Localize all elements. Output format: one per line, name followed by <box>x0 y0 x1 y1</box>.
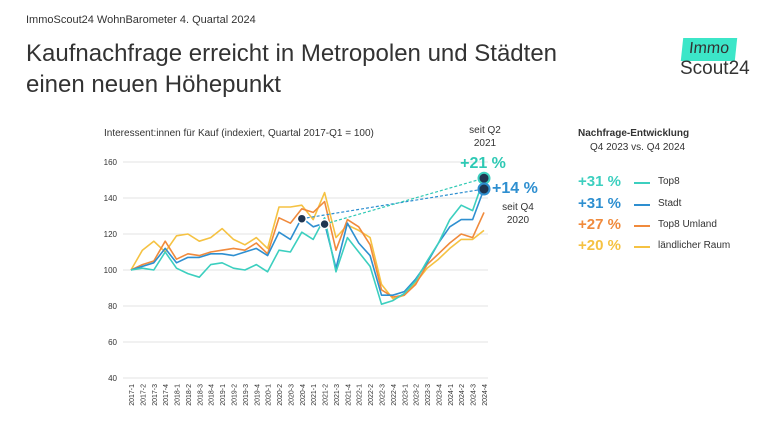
legend-swatch <box>634 225 650 227</box>
start-marker <box>296 213 308 224</box>
annotation-text: 2020 <box>507 215 530 226</box>
y-axis-label: Interessent:innen für Kauf (indexiert, Q… <box>104 128 374 139</box>
legend-swatch <box>634 246 650 248</box>
trend-connector <box>324 177 485 225</box>
page-title: Kaufnachfrage erreicht in Metropolen und… <box>26 40 558 98</box>
x-tick-label: 2019-2 <box>231 384 238 406</box>
legend-pct: +31 % <box>578 173 621 190</box>
x-tick-label: 2018-3 <box>197 384 204 406</box>
x-tick-label: 2023-2 <box>414 384 421 406</box>
x-tick-label: 2024-2 <box>459 384 466 406</box>
x-tick-label: 2020-3 <box>288 384 295 406</box>
annotation-text: seit Q2 <box>469 125 501 136</box>
y-tick-label: 60 <box>108 338 117 347</box>
x-tick-label: 2018-2 <box>186 384 193 406</box>
x-tick-label: 2023-3 <box>425 384 432 406</box>
x-tick-label: 2018-4 <box>209 384 216 406</box>
x-tick-label: 2017-1 <box>129 384 136 406</box>
x-tick-label: 2023-1 <box>402 384 409 406</box>
end-marker-top8 <box>477 171 491 185</box>
legend-pct: +31 % <box>578 195 621 212</box>
legend-title: Nachfrage-Entwicklung <box>578 128 690 139</box>
legend-swatch <box>634 204 650 206</box>
logo-scout24: Scout24 <box>680 58 750 79</box>
x-tick-label: 2017-2 <box>140 384 147 406</box>
x-tick-label: 2022-4 <box>391 384 398 406</box>
annotation-text: seit Q4 <box>502 202 534 213</box>
x-tick-label: 2020-1 <box>266 384 273 406</box>
x-tick-label: 2021-3 <box>334 384 341 406</box>
start-marker <box>319 218 330 230</box>
x-tick-label: 2017-4 <box>163 384 170 406</box>
x-tick-label: 2024-1 <box>448 384 455 406</box>
y-tick-label: 40 <box>108 374 117 383</box>
x-tick-label: 2019-4 <box>254 384 261 406</box>
annotation-value: +21 % <box>460 155 506 172</box>
x-tick-label: 2022-3 <box>380 384 387 406</box>
x-tick-label: 2021-2 <box>323 384 330 406</box>
x-tick-label: 2020-2 <box>277 384 284 406</box>
annotation-value: +14 % <box>492 180 538 197</box>
x-tick-label: 2017-3 <box>152 384 159 406</box>
series-line-ländlicher-raum <box>130 191 485 300</box>
x-tick-label: 2021-1 <box>311 384 318 406</box>
y-tick-label: 120 <box>104 230 118 239</box>
legend-pct: +27 % <box>578 216 621 233</box>
legend-pct: +20 % <box>578 237 621 254</box>
y-tick-label: 160 <box>104 158 118 167</box>
y-tick-label: 140 <box>104 194 118 203</box>
x-tick-label: 2020-4 <box>300 384 307 406</box>
x-tick-label: 2018-1 <box>175 384 182 406</box>
immoscout24-logo: Immo Scout24 <box>650 38 750 88</box>
x-tick-label: 2019-3 <box>243 384 250 406</box>
legend-swatch <box>634 182 650 184</box>
x-tick-label: 2019-1 <box>220 384 227 406</box>
annotation-text: 2021 <box>474 138 497 149</box>
legend-label: Top8 Umland <box>658 219 717 230</box>
legend-label: Top8 <box>658 176 680 187</box>
y-tick-label: 100 <box>104 266 118 275</box>
x-tick-label: 2022-2 <box>368 384 375 406</box>
legend-label: ländlicher Raum <box>658 240 731 251</box>
legend-subtitle: Q4 2023 vs. Q4 2024 <box>590 142 686 153</box>
x-tick-label: 2023-4 <box>436 384 443 406</box>
x-tick-label: 2024-4 <box>482 384 489 406</box>
x-tick-label: 2024-3 <box>471 384 478 406</box>
x-tick-label: 2022-1 <box>357 384 364 406</box>
x-tick-label: 2021-4 <box>345 384 352 406</box>
series-line-top8 <box>130 177 485 306</box>
series-line-top8-umland <box>130 200 485 298</box>
series-line-stadt <box>130 188 485 297</box>
header-subtitle: ImmoScout24 WohnBarometer 4. Quartal 202… <box>26 14 256 26</box>
legend-label: Stadt <box>658 198 682 209</box>
y-tick-label: 80 <box>108 302 117 311</box>
end-marker-stadt <box>477 182 491 196</box>
